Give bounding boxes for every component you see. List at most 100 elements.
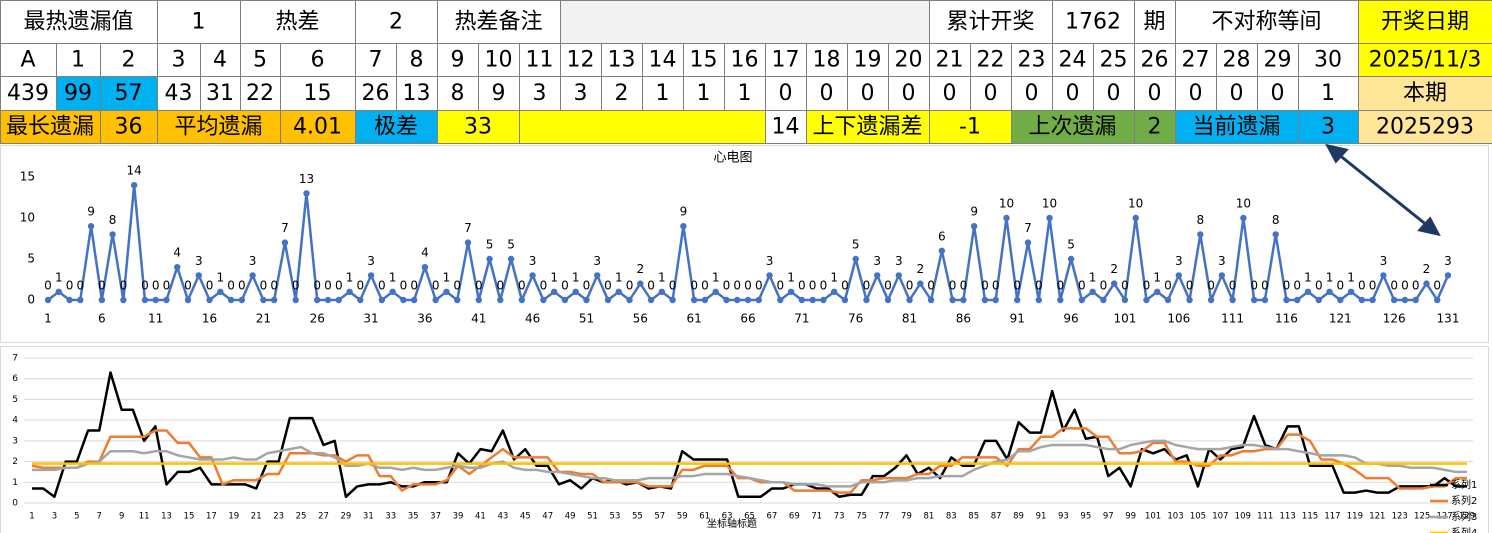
cell-text: 2	[389, 10, 403, 35]
data-label: 0	[410, 279, 418, 293]
point	[152, 296, 159, 304]
y-tick-label: 10	[20, 211, 35, 225]
x-tick-label: 99	[1125, 512, 1136, 522]
point	[324, 296, 332, 304]
cell-text: 36	[115, 115, 143, 140]
x-tick-label: 69	[789, 512, 800, 522]
data-label: 0	[1164, 279, 1172, 293]
y-tick-label: 7	[12, 354, 18, 364]
cell	[100, 43, 158, 77]
cell	[355, 43, 397, 77]
point	[443, 288, 450, 295]
point	[270, 296, 278, 304]
cell	[157, 76, 201, 111]
data-label: 4	[173, 246, 181, 260]
x-tick-label: 25	[296, 512, 307, 522]
cell-text: 0	[902, 81, 916, 106]
x-tick-label: 97	[1103, 512, 1114, 522]
cell-text: 不对称等间	[1211, 10, 1321, 35]
cell	[280, 43, 356, 77]
cell-text: 17	[772, 48, 800, 73]
cell-text: 1	[71, 48, 85, 73]
point	[367, 272, 375, 279]
point	[701, 296, 709, 304]
data-label: 0	[496, 279, 504, 293]
point	[1089, 288, 1096, 295]
data-label: 0	[120, 279, 128, 293]
x-tick-label: 29	[340, 512, 351, 522]
data-label: 2	[916, 262, 924, 276]
point	[1434, 296, 1441, 304]
cell-text: 0	[984, 81, 998, 106]
point	[77, 296, 84, 304]
data-label: 0	[1250, 279, 1258, 293]
cell-text: 22	[246, 81, 274, 106]
data-label: 3	[1380, 254, 1388, 268]
data-label: 0	[960, 279, 968, 293]
x-tick-label: 51	[587, 512, 598, 522]
cell-text: 6	[311, 48, 325, 73]
point	[841, 296, 849, 304]
cell	[1011, 110, 1135, 144]
point	[744, 296, 752, 304]
data-label: 1	[572, 270, 580, 284]
point	[734, 296, 741, 304]
data-label: 0	[733, 279, 741, 293]
point	[346, 288, 353, 295]
cell	[200, 76, 241, 111]
point	[1046, 214, 1053, 222]
cell-text: 1762	[1065, 10, 1121, 35]
point	[421, 264, 429, 271]
cell-text: 7	[369, 48, 383, 73]
cell	[0, 43, 57, 77]
y-tick-label: 0	[27, 293, 35, 307]
cell	[1175, 110, 1299, 144]
data-label: 0	[475, 279, 483, 293]
data-label: 0	[927, 279, 935, 293]
cell	[519, 43, 561, 77]
point	[723, 296, 730, 304]
point	[1250, 296, 1258, 304]
cell-text: 0	[820, 81, 834, 106]
point	[658, 288, 666, 295]
point	[432, 296, 439, 304]
data-label: 0	[1293, 279, 1301, 293]
x-tick-label: 7	[97, 512, 102, 522]
data-label: 10	[999, 197, 1014, 211]
y-tick-label: 2	[12, 457, 18, 467]
x-tick-label: 55	[632, 512, 643, 522]
cell-text: 0	[1066, 81, 1080, 106]
cell-text: A	[20, 48, 35, 73]
point	[195, 272, 202, 279]
cell	[1298, 110, 1359, 144]
legend-label: 系列3	[1451, 510, 1477, 523]
point	[1143, 296, 1150, 304]
cell-text: 0	[1189, 81, 1203, 106]
data-label: 3	[367, 254, 375, 268]
point	[540, 296, 547, 304]
cell-text: 16	[731, 48, 759, 73]
x-tick-label: 11	[148, 312, 163, 326]
cell-text: 13	[403, 81, 431, 106]
x-tick-label: 101	[1113, 312, 1136, 326]
point	[1218, 272, 1226, 279]
series-line	[32, 439, 1467, 488]
data-label: 8	[1272, 213, 1280, 227]
cell-text: 2	[1148, 115, 1162, 140]
data-label: 7	[464, 221, 472, 235]
point	[1315, 296, 1322, 304]
x-tick-label: 116	[1275, 312, 1298, 326]
data-label: 0	[1315, 279, 1323, 293]
point	[1229, 296, 1236, 304]
x-tick-label: 121	[1369, 512, 1385, 522]
cell-text: 当前遗漏	[1192, 115, 1280, 140]
point	[260, 296, 267, 304]
x-tick-label: 47	[542, 512, 553, 522]
arrow-head	[1417, 216, 1441, 237]
point	[1154, 288, 1161, 295]
x-tick-label: 101	[1145, 512, 1161, 522]
point	[583, 296, 590, 304]
data-label: 3	[1444, 254, 1452, 268]
cell-text: 最热遗漏值	[23, 10, 133, 35]
